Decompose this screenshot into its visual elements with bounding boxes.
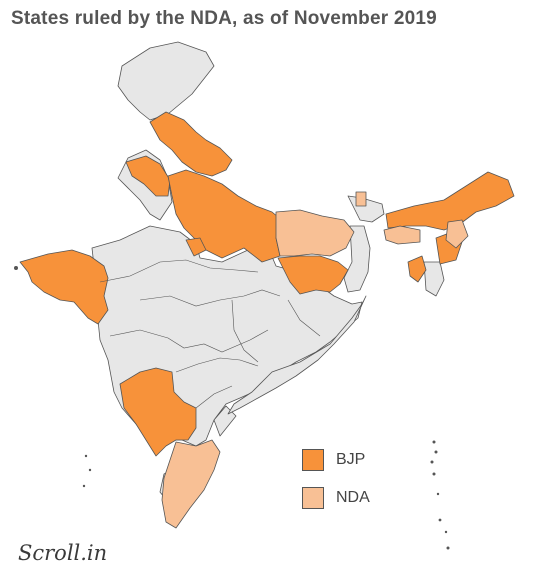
state-meghalaya — [383, 225, 421, 245]
state-border — [109, 329, 269, 353]
island — [14, 266, 18, 270]
india-map — [14, 41, 515, 550]
state-border — [231, 299, 259, 363]
state-bihar — [275, 209, 355, 257]
state-nagaland-mizoram — [445, 219, 469, 249]
legend-item-nda: NDA — [302, 486, 370, 510]
map-title: States ruled by the NDA, as of November … — [11, 8, 437, 29]
state-gujarat — [19, 249, 109, 325]
island — [436, 492, 440, 496]
state-tamil-nadu — [161, 439, 221, 529]
state-border — [99, 259, 259, 283]
state-sikkim — [355, 191, 367, 207]
legend-swatch-nda — [302, 487, 324, 509]
island — [444, 530, 448, 534]
legend: BJP NDA — [302, 448, 370, 524]
state-border — [139, 289, 281, 307]
legend-label-nda: NDA — [336, 489, 370, 506]
state-haryana — [125, 155, 171, 197]
island — [434, 450, 438, 454]
island — [430, 460, 434, 464]
state-jharkhand — [277, 255, 349, 295]
state-border — [287, 299, 321, 337]
island — [88, 468, 92, 472]
island — [432, 472, 436, 476]
legend-item-bjp: BJP — [302, 448, 370, 472]
state-himachal-uttarakhand — [149, 111, 233, 177]
state-border — [195, 385, 233, 409]
region-east-coast — [227, 295, 367, 415]
state-border — [175, 357, 259, 373]
island — [82, 484, 86, 488]
legend-label-bjp: BJP — [336, 451, 366, 468]
state-karnataka — [119, 367, 197, 457]
brand-logo: Scroll.in — [18, 541, 108, 565]
island — [84, 454, 88, 458]
state-assam-arunachal — [385, 171, 515, 231]
island — [438, 518, 442, 522]
island — [432, 440, 436, 444]
legend-swatch-bjp — [302, 449, 324, 471]
state-tripura — [407, 255, 427, 283]
island — [446, 546, 450, 550]
state-up-enclave — [185, 237, 207, 257]
